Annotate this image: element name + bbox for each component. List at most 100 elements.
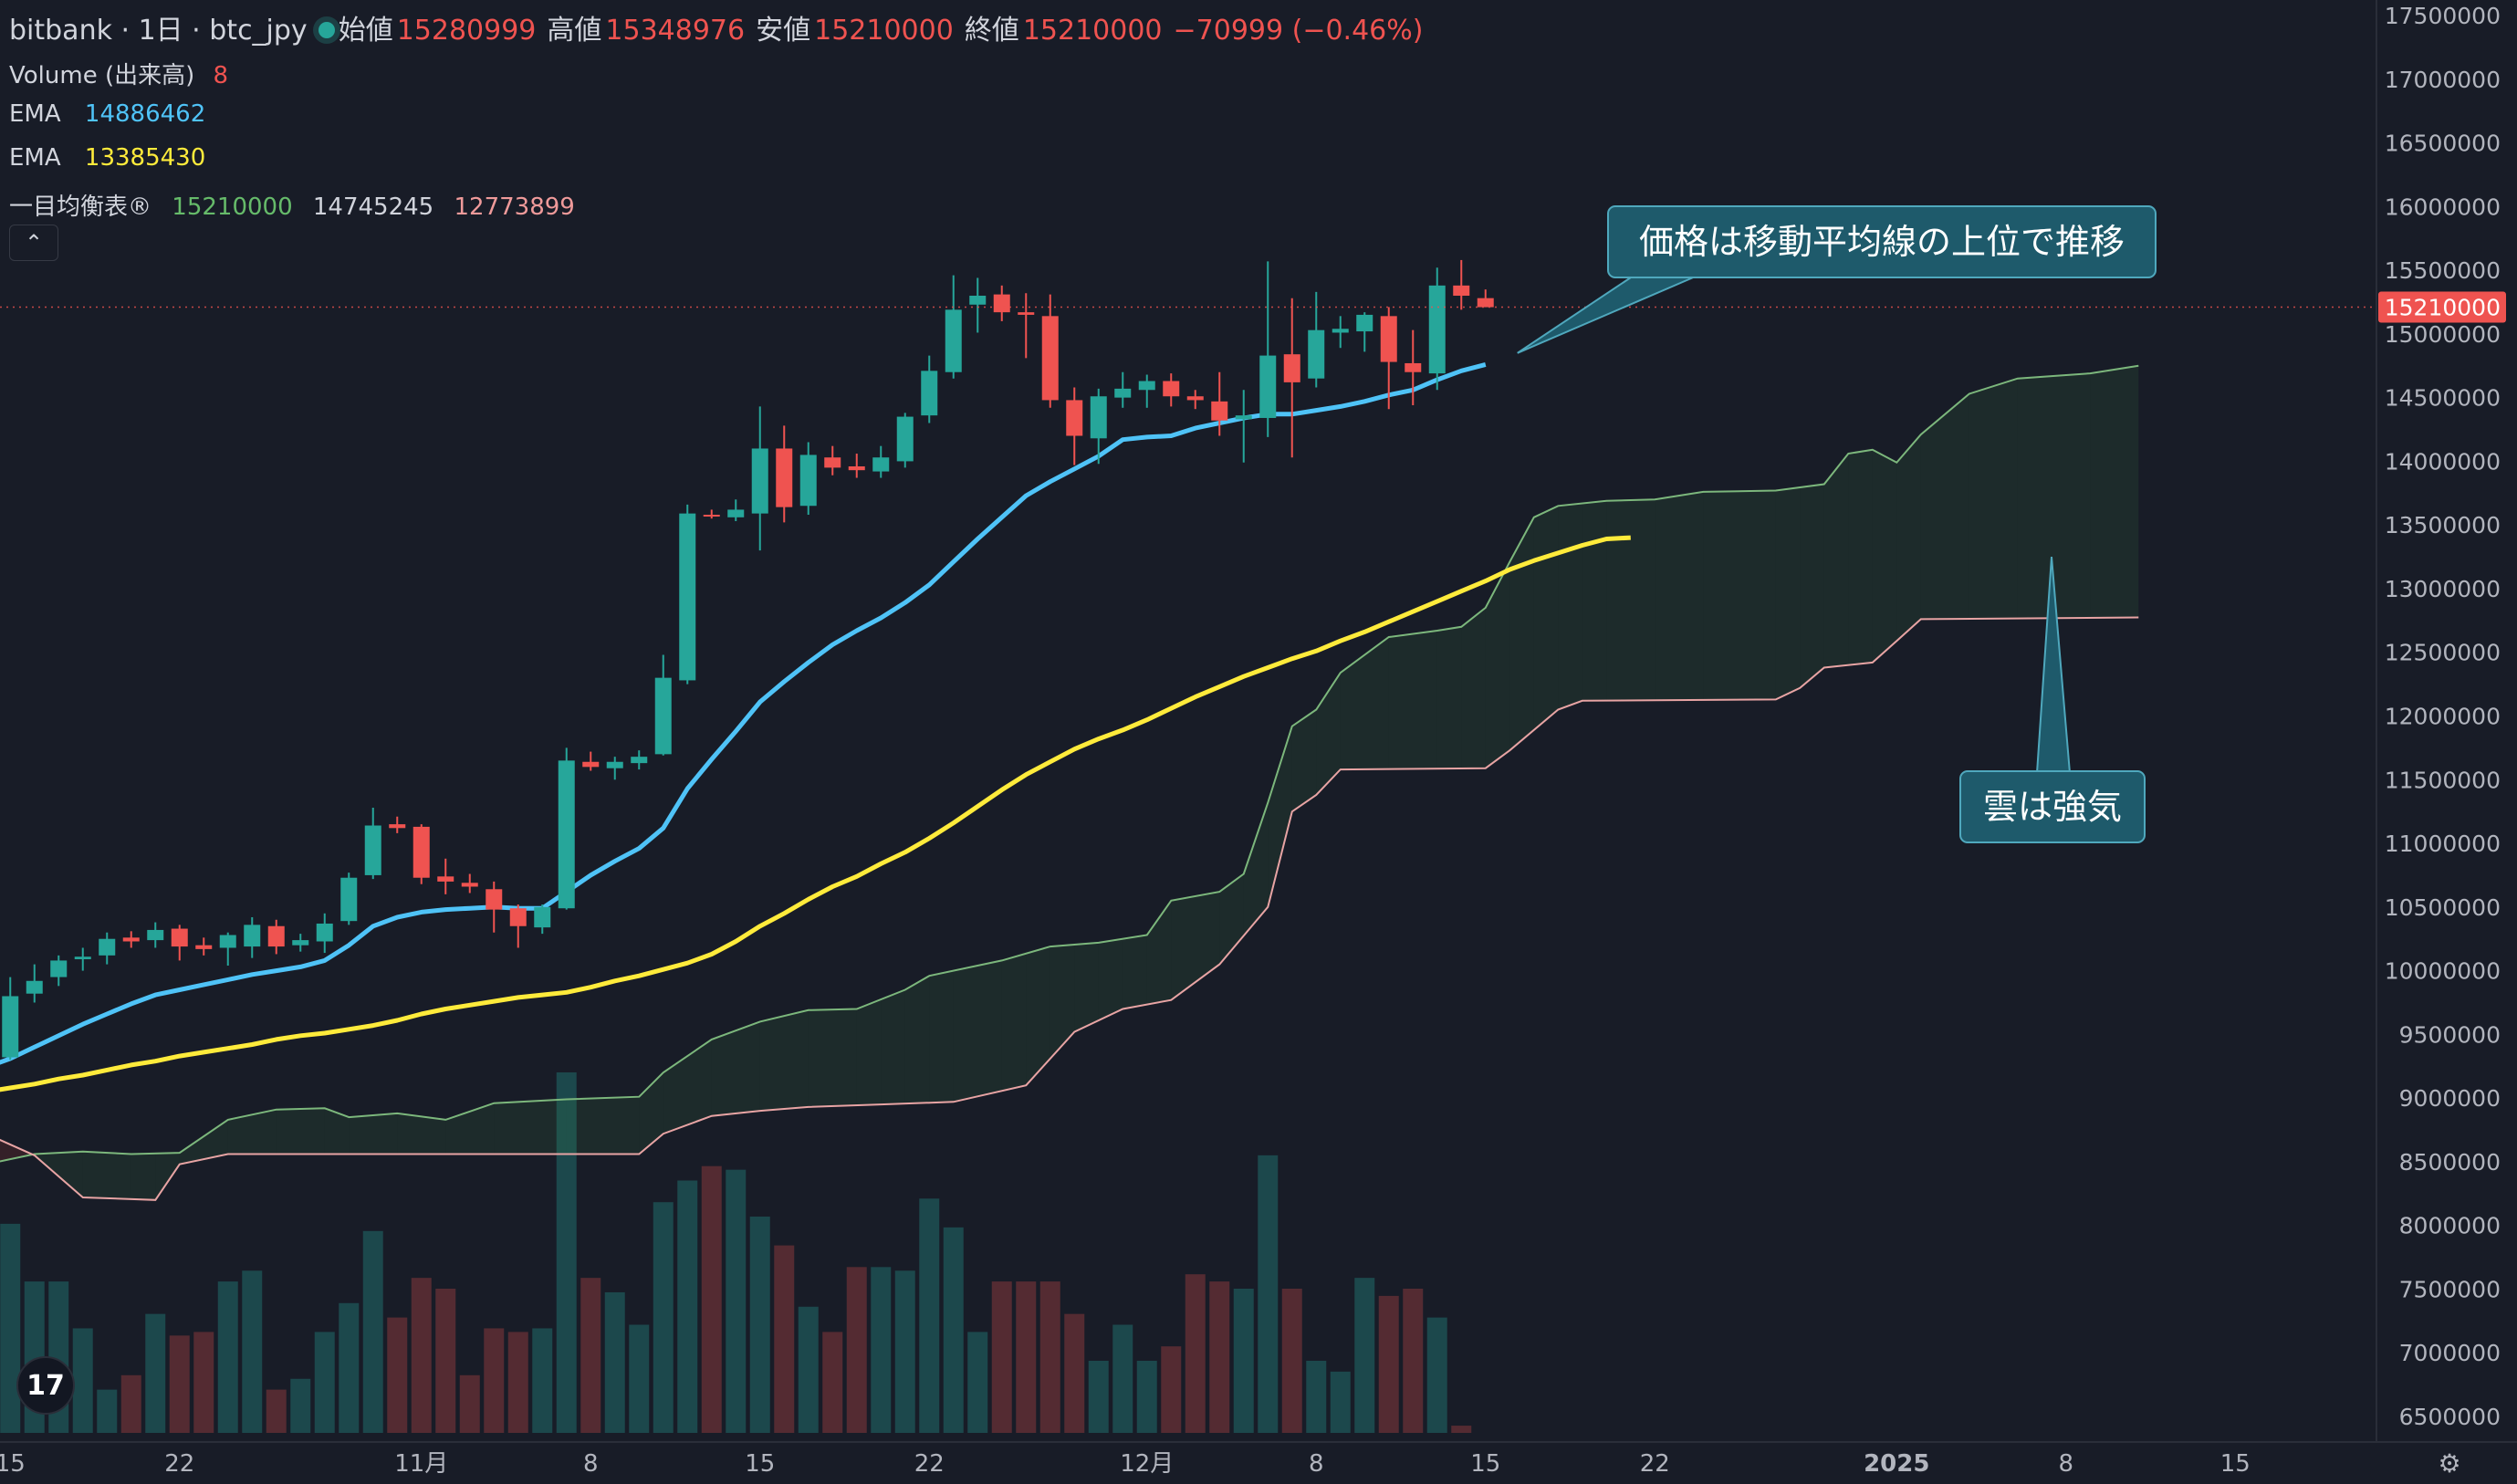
candle-body [26, 980, 43, 994]
price-tick-label: 13500000 [2385, 512, 2501, 538]
cloud-segment [711, 1021, 760, 1116]
price-tick-label: 6500000 [2399, 1404, 2501, 1430]
cloud-segment [566, 1096, 640, 1155]
volume-bar [1354, 1278, 1375, 1433]
ema-slow-value: 13385430 [84, 144, 206, 172]
callout-box [1959, 770, 2146, 843]
volume-bar [290, 1378, 311, 1433]
ichimoku-legend[interactable]: 一目均衡表® 15210000 14745245 12773899 [9, 188, 579, 222]
candle-body [703, 515, 720, 517]
callout-cloud-bullish: 雲は強気 [1959, 556, 2146, 843]
tradingview-logo[interactable]: 17 [16, 1356, 75, 1415]
cloud-segment [1098, 938, 1123, 1021]
cloud-segment [953, 960, 1002, 1103]
candle-body [1018, 312, 1035, 315]
candle-body [461, 883, 478, 887]
candle-body [534, 906, 551, 928]
candle-body [824, 457, 841, 468]
volume-bar [749, 1217, 770, 1433]
volume-bar [72, 1328, 93, 1433]
volume-bar [435, 1289, 456, 1433]
high-label: 高値 [547, 15, 602, 47]
ichimoku-value-2: 14745245 [312, 193, 434, 221]
time-tick-label: 11月 [394, 1450, 448, 1478]
price-tick-label: 10500000 [2385, 894, 2501, 921]
candle-body [2, 996, 19, 1058]
volume-bar [120, 1374, 141, 1433]
price-tick-label: 8000000 [2399, 1213, 2501, 1239]
market-status-icon [318, 21, 335, 38]
cloud-segment [856, 998, 882, 1106]
volume-bar [1161, 1346, 1182, 1433]
candle-body [776, 448, 793, 507]
volume-bar [871, 1267, 892, 1433]
candle-body [1283, 354, 1300, 382]
cloud-segment [663, 1039, 712, 1134]
volume-bar [726, 1169, 747, 1433]
candle-body [1332, 329, 1349, 333]
time-tick-label: 22 [1640, 1450, 1670, 1478]
time-tick-label: 22 [914, 1450, 945, 1478]
candle-body [74, 956, 91, 960]
price-tick-label: 13000000 [2385, 576, 2501, 602]
price-tick-label: 14000000 [2385, 448, 2501, 475]
volume-legend[interactable]: Volume (出来高) 8 [9, 57, 232, 90]
cloud-segment [2017, 373, 2091, 619]
price-tick-label: 16000000 [2385, 193, 2501, 220]
volume-bar [484, 1328, 505, 1433]
low-label: 安値 [756, 15, 811, 47]
cloud-segment [0, 1140, 35, 1162]
cloud-segment [324, 1108, 350, 1155]
candle-body [1186, 396, 1204, 401]
time-tick-label: 15 [745, 1450, 775, 1478]
volume-bar [362, 1230, 383, 1433]
ema-fast-legend[interactable]: EMA 14886462 [9, 100, 209, 128]
cloud-segment [1316, 673, 1341, 796]
volume-bar [943, 1227, 964, 1433]
volume-bar [217, 1281, 238, 1433]
candle-body [1138, 381, 1155, 391]
price-tick-label: 12000000 [2385, 704, 2501, 730]
ema-slow-legend[interactable]: EMA 13385430 [9, 144, 209, 172]
cloud-segment [1026, 946, 1050, 1086]
ema-slow-line [0, 535, 1631, 1092]
time-tick-label: 8 [2058, 1450, 2073, 1478]
low-value: 15210000 [814, 15, 954, 47]
time-tick-label: 15 [1470, 1450, 1500, 1478]
candle-body [292, 940, 309, 946]
gear-icon[interactable]: ⚙ [2438, 1448, 2461, 1479]
volume-bar [266, 1389, 287, 1433]
candle-body [1356, 314, 1373, 332]
volume-bar [1426, 1317, 1447, 1433]
volume-value: 8 [213, 62, 229, 89]
volume-bar [701, 1165, 722, 1433]
time-tick-label: 15 [0, 1450, 26, 1478]
cloud-segment [1123, 935, 1147, 1009]
candle-body [993, 294, 1010, 313]
open-label: 始値 [338, 15, 393, 47]
volume-bar [822, 1332, 843, 1433]
candle-body [1477, 298, 1494, 308]
symbol-title[interactable]: bitbank · 1日 · btc_jpy [9, 15, 308, 47]
chevron-up-icon[interactable]: ⌃ [9, 225, 58, 261]
cloud-segment [808, 1008, 857, 1107]
volume-bar [145, 1313, 166, 1433]
volume-bar [507, 1332, 528, 1433]
volume-bar [556, 1072, 577, 1433]
cloud-segment [155, 1153, 180, 1200]
candle-body [945, 309, 962, 372]
volume-bar [459, 1374, 480, 1433]
price-tick-label: 17000000 [2385, 67, 2501, 93]
last-price-label: 15210000 [2385, 295, 2501, 321]
volume-bar [1088, 1361, 1109, 1433]
candle-body [389, 824, 406, 829]
volume-bar [894, 1270, 915, 1433]
candle-body [316, 923, 333, 942]
price-tick-label: 11500000 [2385, 767, 2501, 793]
volume-bar [169, 1335, 190, 1433]
volume-bar [677, 1180, 698, 1433]
volume-bar [1039, 1281, 1060, 1433]
cloud-segment [349, 1113, 398, 1155]
cloud-segment [227, 1109, 277, 1155]
